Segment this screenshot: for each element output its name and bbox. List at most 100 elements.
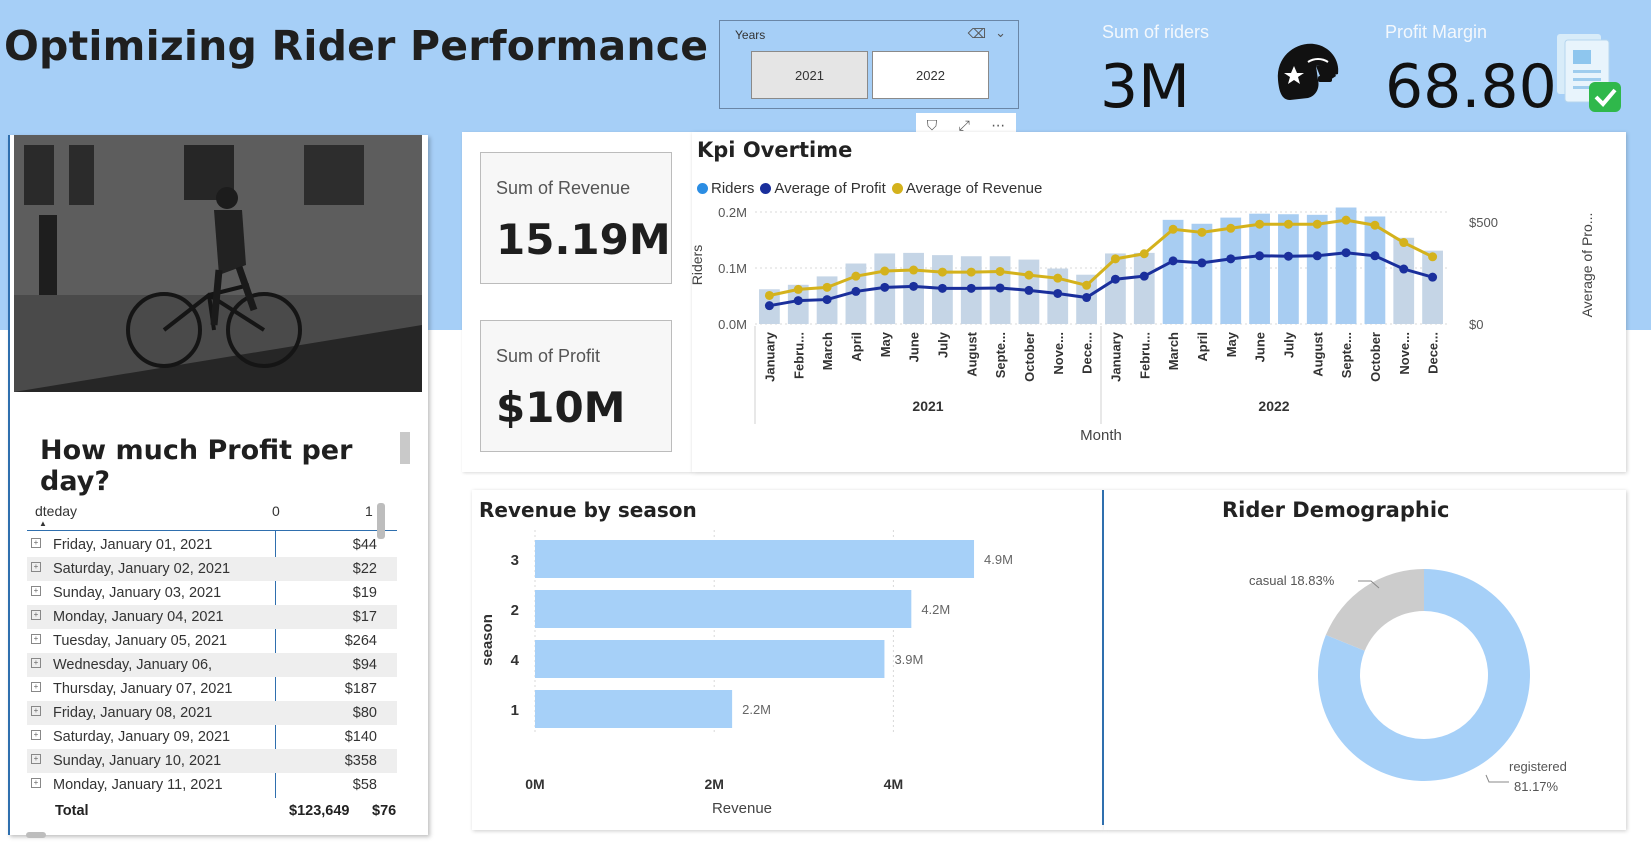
avg-revenue-point bbox=[995, 266, 1005, 276]
legend-item-profit[interactable]: Average of Profit bbox=[760, 180, 886, 197]
table-row[interactable]: + Friday, January 01, 2021 $44 bbox=[27, 533, 397, 557]
expand-icon[interactable]: + bbox=[31, 634, 41, 644]
riders-bar bbox=[1191, 223, 1213, 324]
profit-card-value: $10M bbox=[496, 383, 626, 432]
table-row[interactable]: + Tuesday, January 05, 2021 $264 bbox=[27, 629, 397, 653]
avg-profit-point bbox=[793, 296, 803, 306]
table-horizontal-scrollbar[interactable] bbox=[26, 832, 46, 838]
expand-icon[interactable]: + bbox=[31, 658, 41, 668]
filter-icon[interactable]: ⛉ bbox=[926, 116, 938, 133]
table-row[interactable]: + Sunday, January 10, 2021 $358 bbox=[27, 749, 397, 773]
expand-icon[interactable]: + bbox=[31, 706, 41, 716]
kpi-overtime-chart[interactable]: Riders Average of Pro... 0.0M 0.1M 0.2M $0 $50… bbox=[692, 200, 1626, 470]
table-row[interactable]: + Sunday, January 03, 2021 $19 bbox=[27, 581, 397, 605]
cyclist-video[interactable] bbox=[14, 135, 422, 392]
more-options-icon[interactable]: ⋯ bbox=[991, 116, 1006, 133]
profit-table: dteday ▲ 0 1 + Friday, January 01, 2021 $4… bbox=[27, 495, 397, 819]
x-tick-label: Dece... bbox=[1080, 332, 1095, 374]
table-row[interactable]: + Wednesday, January 06, $94 bbox=[27, 653, 397, 677]
table-row[interactable]: + Thursday, January 07, 2021 $187 bbox=[27, 677, 397, 701]
table-vertical-scrollbar[interactable] bbox=[377, 503, 385, 539]
data-label: 2.2M bbox=[742, 702, 771, 717]
legend-dot bbox=[697, 183, 708, 194]
years-slicer[interactable]: Years ⌫ ⌄ 2021 2022 bbox=[719, 20, 1019, 109]
avg-profit-point bbox=[1139, 271, 1149, 281]
y-axis-label: Riders bbox=[692, 245, 705, 285]
avg-profit-point bbox=[1053, 288, 1063, 298]
revenue-card[interactable]: Sum of Revenue 15.19M bbox=[480, 152, 672, 284]
table-row[interactable]: + Saturday, January 09, 2021 $140 bbox=[27, 725, 397, 749]
rider-demographic-donut[interactable]: casual 18.83% registered 81.17% bbox=[1104, 540, 1624, 830]
row-value: $44 bbox=[352, 537, 377, 553]
expand-icon[interactable]: + bbox=[31, 538, 41, 548]
sort-ascending-icon: ▲ bbox=[39, 519, 47, 528]
summary-cards-panel: Sum of Revenue 15.19M Sum of Profit $10M bbox=[462, 132, 692, 472]
table-row[interactable]: + Monday, January 11, 2021 $58 bbox=[27, 773, 397, 797]
avg-profit-point bbox=[1197, 258, 1207, 268]
avg-revenue-point bbox=[1399, 238, 1409, 248]
legend-item-riders[interactable]: Riders bbox=[697, 180, 754, 197]
expand-icon[interactable]: + bbox=[31, 730, 41, 740]
total-label: Total bbox=[55, 803, 89, 819]
row-date: Monday, January 04, 2021 bbox=[53, 609, 224, 625]
avg-revenue-point bbox=[1168, 224, 1178, 234]
x-tick-label: Dece... bbox=[1426, 332, 1441, 374]
y-tick-label: 0.1M bbox=[718, 261, 747, 276]
avg-revenue-point bbox=[1053, 273, 1063, 283]
row-date: Friday, January 08, 2021 bbox=[53, 705, 213, 721]
expand-icon[interactable]: + bbox=[31, 562, 41, 572]
riders-bar bbox=[1306, 214, 1328, 324]
riders-bar bbox=[1278, 214, 1299, 324]
column-header-0[interactable]: 0 bbox=[272, 503, 280, 519]
x-tick-label: October bbox=[1022, 332, 1037, 382]
profit-card-label: Sum of Profit bbox=[496, 346, 601, 366]
avg-profit-point bbox=[1341, 248, 1351, 258]
profit-card[interactable]: Sum of Profit $10M bbox=[480, 320, 672, 452]
avg-profit-point bbox=[909, 281, 919, 291]
avg-revenue-point bbox=[1341, 215, 1351, 225]
season-bar bbox=[535, 690, 733, 728]
heading-scrollbar[interactable] bbox=[400, 432, 410, 464]
kpi-chart-title: Kpi Overtime bbox=[697, 138, 853, 162]
riders-bar bbox=[1335, 207, 1357, 324]
season-bar bbox=[535, 590, 912, 628]
kpi-margin-label: Profit Margin bbox=[1385, 22, 1488, 42]
riders-bar bbox=[1105, 253, 1126, 324]
x-tick-label: 4M bbox=[884, 776, 903, 792]
avg-revenue-point bbox=[822, 282, 832, 292]
table-row[interactable]: + Friday, January 08, 2021 $80 bbox=[27, 701, 397, 725]
table-row[interactable]: + Monday, January 04, 2021 $17 bbox=[27, 605, 397, 629]
x-tick-label: May bbox=[1224, 331, 1239, 357]
avg-profit-point bbox=[1428, 272, 1438, 282]
column-header-1[interactable]: 1 bbox=[365, 503, 373, 519]
chevron-down-icon[interactable]: ⌄ bbox=[995, 25, 1006, 40]
riders-bar bbox=[1422, 250, 1443, 324]
x-tick-label: March bbox=[1166, 332, 1181, 370]
slicer-option-2022[interactable]: 2022 bbox=[872, 51, 989, 99]
x-tick-label: Nove... bbox=[1051, 332, 1066, 375]
total-value-2: $76 bbox=[372, 803, 397, 819]
eraser-icon[interactable]: ⌫ bbox=[967, 26, 986, 41]
expand-icon[interactable]: + bbox=[31, 682, 41, 692]
row-date: Friday, January 01, 2021 bbox=[53, 537, 213, 553]
x-tick-label: Septe... bbox=[1339, 332, 1354, 378]
table-row[interactable]: + Saturday, January 02, 2021 $22 bbox=[27, 557, 397, 581]
expand-icon[interactable]: + bbox=[31, 778, 41, 788]
legend-item-revenue[interactable]: Average of Revenue bbox=[891, 180, 1042, 197]
slicer-option-2021[interactable]: 2021 bbox=[751, 51, 868, 99]
expand-icon[interactable]: + bbox=[31, 754, 41, 764]
avg-profit-point bbox=[1082, 293, 1092, 303]
focus-mode-icon[interactable]: ⤢ bbox=[958, 116, 970, 133]
row-value: $22 bbox=[352, 561, 377, 577]
leader-line bbox=[1485, 774, 1509, 783]
column-header-dteday[interactable]: dteday bbox=[35, 503, 78, 519]
avg-revenue-point bbox=[1312, 219, 1322, 229]
avg-revenue-point bbox=[1197, 227, 1207, 237]
kpi-riders-label: Sum of riders bbox=[1102, 22, 1210, 42]
rider-demographic-panel[interactable] bbox=[1104, 490, 1626, 830]
revenue-by-season-chart[interactable]: 3 4.9M 2 4.2M 4 3.9M 1 2.2M 0M 2M 4M Revenue season bbox=[472, 525, 1092, 825]
expand-icon[interactable]: + bbox=[31, 610, 41, 620]
expand-icon[interactable]: + bbox=[31, 586, 41, 596]
revenue-card-label: Sum of Revenue bbox=[496, 178, 631, 198]
avg-profit-point bbox=[880, 282, 890, 292]
